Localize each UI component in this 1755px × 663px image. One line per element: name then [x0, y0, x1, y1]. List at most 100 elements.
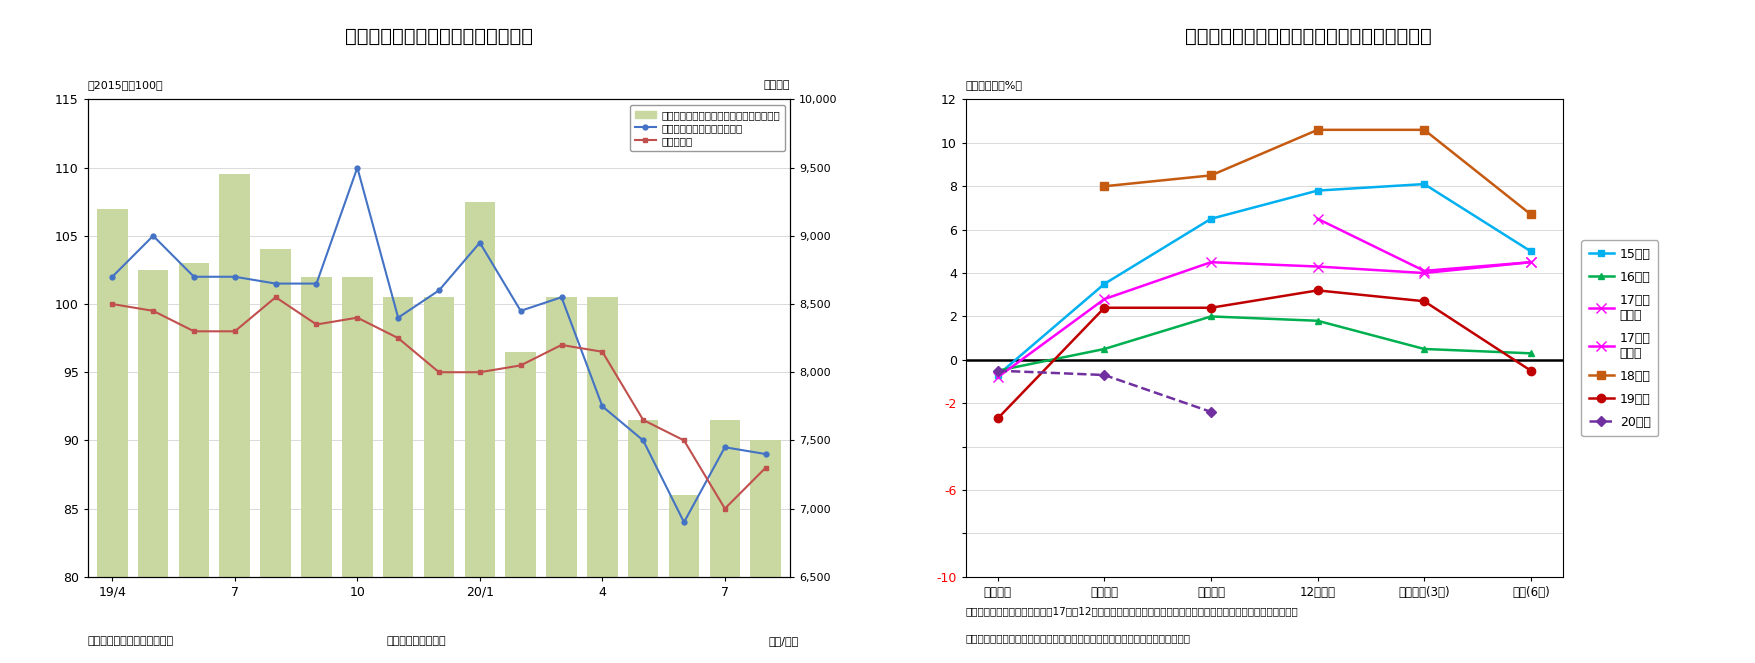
資本財出荷（除．輸送機械） [755, 450, 776, 458]
Line: 17年度
（新）: 17年度 （新） [1313, 214, 1536, 276]
18年度 [1413, 126, 1434, 134]
17年度
（旧） [1306, 263, 1327, 271]
20年度 [1200, 408, 1221, 416]
Bar [423, 297, 455, 663]
18年度 [1306, 126, 1327, 134]
15年度 [986, 371, 1007, 379]
19年度 [1200, 304, 1221, 312]
17年度
（新） [1306, 215, 1327, 223]
17年度
（旧） [986, 373, 1007, 381]
Text: （注）季節調整済み: （注）季節調整済み [386, 636, 446, 646]
18年度 [1520, 210, 1541, 218]
資本財出荷（除．輸送機械） [305, 280, 326, 288]
18年度 [1200, 172, 1221, 180]
16年度 [986, 367, 1007, 375]
資本財出荷（除．輸送機械） [469, 239, 490, 247]
建設財出荷 [714, 505, 735, 512]
資本財出荷（除．輸送機械） [674, 518, 695, 526]
Bar [302, 276, 332, 663]
建設財出荷 [346, 314, 367, 322]
Bar [709, 420, 741, 663]
建設財出荷 [511, 361, 532, 369]
建設財出荷 [183, 328, 204, 335]
建設財出荷 [265, 293, 286, 301]
Line: 18年度: 18年度 [1100, 126, 1534, 219]
Line: 16年度: 16年度 [993, 313, 1534, 374]
19年度 [986, 414, 1007, 422]
Text: （図表７）設備投資計画推移（全規模全産業）: （図表７）設備投資計画推移（全規模全産業） [1185, 27, 1430, 46]
20年度 [986, 367, 1007, 375]
16年度 [1413, 345, 1434, 353]
17年度
（旧） [1200, 258, 1221, 266]
Bar [465, 202, 495, 663]
資本財出荷（除．輸送機械） [183, 272, 204, 280]
Bar [219, 174, 249, 663]
15年度 [1306, 186, 1327, 194]
資本財出荷（除．輸送機械） [265, 280, 286, 288]
資本財出荷（除．輸送機械） [714, 444, 735, 452]
Bar [505, 352, 535, 663]
Text: （資料）日本銀行「全国企業短期経済観測調査」、予測値はニッセイ基礎研究所: （資料）日本銀行「全国企業短期経済観測調査」、予測値はニッセイ基礎研究所 [965, 633, 1190, 643]
資本財出荷（除．輸送機械） [591, 402, 612, 410]
16年度 [1200, 312, 1221, 320]
17年度
（新） [1413, 267, 1434, 275]
Text: （年/月）: （年/月） [769, 636, 799, 646]
Text: （対前年比、%）: （対前年比、%） [965, 80, 1021, 90]
17年度
（旧） [1093, 295, 1114, 303]
15年度 [1200, 215, 1221, 223]
Bar [586, 297, 618, 663]
建設財出荷 [102, 300, 123, 308]
Bar [383, 297, 412, 663]
Line: 20年度: 20年度 [993, 367, 1214, 416]
16年度 [1306, 317, 1327, 325]
Text: （2015年＝100）: （2015年＝100） [88, 80, 163, 90]
Bar [546, 297, 576, 663]
Text: （資料）経済産業省、内閣府: （資料）経済産業省、内閣府 [88, 636, 174, 646]
19年度 [1413, 297, 1434, 305]
Legend: 15年度, 16年度, 17年度
（旧）, 17年度
（新）, 18年度, 19年度, 20年度: 15年度, 16年度, 17年度 （旧）, 17年度 （新）, 18年度, 19… [1580, 240, 1657, 436]
資本財出荷（除．輸送機械） [511, 307, 532, 315]
建設財出荷 [469, 368, 490, 376]
資本財出荷（除．輸送機械） [102, 272, 123, 280]
資本財出荷（除．輸送機械） [142, 232, 163, 240]
15年度 [1520, 247, 1541, 255]
資本財出荷（除．輸送機械） [225, 272, 246, 280]
Bar [749, 440, 781, 663]
資本財出荷（除．輸送機械） [551, 293, 572, 301]
資本財出荷（除．輸送機械） [632, 436, 653, 444]
Bar [628, 420, 658, 663]
建設財出荷 [591, 348, 612, 356]
17年度
（旧） [1413, 269, 1434, 277]
建設財出荷 [755, 463, 776, 471]
15年度 [1093, 280, 1114, 288]
Bar [179, 263, 209, 663]
資本財出荷（除．輸送機械） [346, 164, 367, 172]
Bar [137, 270, 168, 663]
建設財出荷 [388, 334, 409, 342]
Line: 15年度: 15年度 [993, 180, 1534, 379]
建設財出荷 [551, 341, 572, 349]
Line: 資本財出荷（除．輸送機械）: 資本財出荷（除．輸送機械） [111, 165, 767, 524]
Text: （図表６）設備投資関連指標の動向: （図表６）設備投資関連指標の動向 [344, 27, 534, 46]
建設財出荷 [225, 328, 246, 335]
Line: 17年度
（旧）: 17年度 （旧） [992, 257, 1536, 382]
16年度 [1093, 345, 1114, 353]
Legend: 機械受注（船舶・電力を除く民需，右軸）, 資本財出荷（除．輸送機械）, 建設財出荷: 機械受注（船舶・電力を除く民需，右軸）, 資本財出荷（除．輸送機械）, 建設財出… [630, 105, 784, 151]
19年度 [1306, 286, 1327, 294]
19年度 [1520, 367, 1541, 375]
16年度 [1520, 349, 1541, 357]
Bar [97, 209, 128, 663]
Line: 建設財出荷: 建設財出荷 [111, 295, 767, 511]
Text: （億円）: （億円） [763, 80, 790, 90]
Bar [669, 495, 698, 663]
資本財出荷（除．輸送機械） [388, 314, 409, 322]
建設財出荷 [142, 307, 163, 315]
建設財出荷 [632, 416, 653, 424]
20年度 [1093, 371, 1114, 379]
Bar [342, 276, 372, 663]
Text: （注）リース会計対応ベース。17年度12月調査は新旧併記、その後は新ベース（対象見直し後）、点線は今回予測: （注）リース会計対応ベース。17年度12月調査は新旧併記、その後は新ベース（対象… [965, 607, 1297, 617]
建設財出荷 [674, 436, 695, 444]
Line: 19年度: 19年度 [993, 286, 1534, 422]
17年度
（新） [1520, 258, 1541, 266]
建設財出荷 [428, 368, 449, 376]
